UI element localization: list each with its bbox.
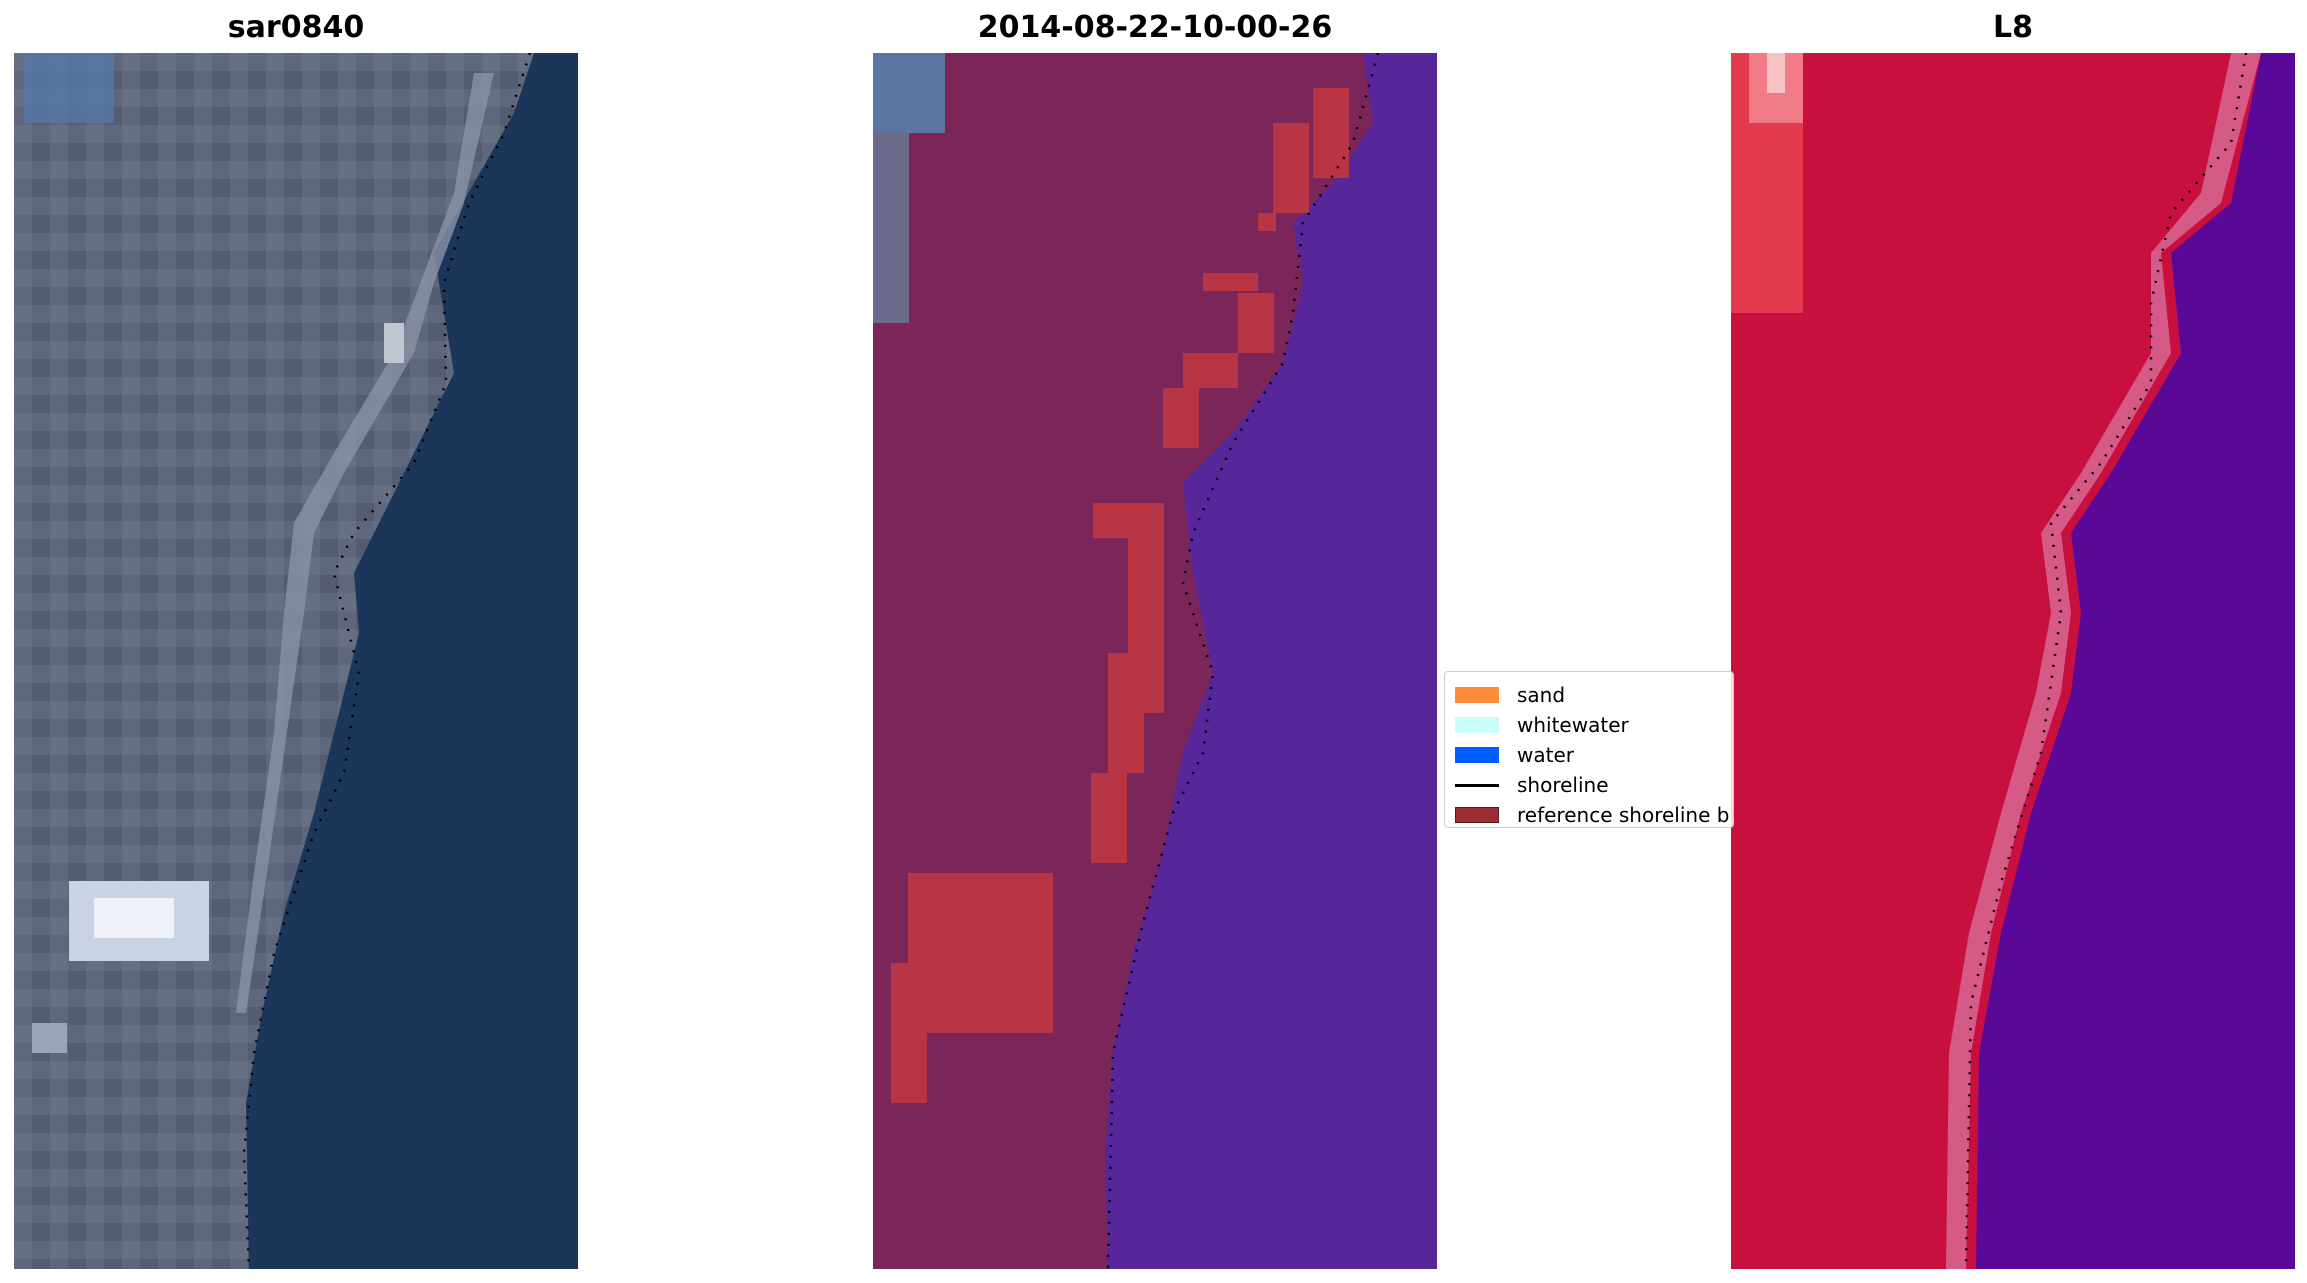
legend-swatch-sand [1455, 687, 1499, 703]
legend-swatch-reference-shoreline [1455, 807, 1499, 823]
panel-title-classified: 2014-08-22-10-00-26 [977, 10, 1333, 45]
legend-label-water: water [1517, 743, 1574, 767]
rgb-image [14, 53, 578, 1269]
panel-title-rgb: sar0840 [227, 10, 365, 45]
legend-label-sand: sand [1517, 683, 1566, 707]
legend-label-whitewater: whitewater [1517, 713, 1629, 737]
false-color-image-panel [1731, 53, 2295, 1269]
classified-image [873, 53, 1437, 1269]
legend-line-shoreline [1455, 783, 1499, 787]
legend-swatch-whitewater [1455, 717, 1499, 733]
legend-item-shoreline: shoreline [1455, 770, 1609, 800]
rgb-image-panel [14, 53, 578, 1269]
legend-item-reference-shoreline: reference shoreline b [1455, 800, 1730, 827]
panel-title-false-color: L8 [1993, 10, 2033, 45]
legend-item-water: water [1455, 740, 1574, 770]
legend-item-sand: sand [1455, 680, 1565, 710]
classified-image-panel [873, 53, 1437, 1269]
legend-item-whitewater: whitewater [1455, 710, 1629, 740]
legend: sand whitewater water shoreline referenc… [1444, 671, 1734, 828]
legend-label-shoreline: shoreline [1517, 773, 1609, 797]
legend-swatch-water [1455, 747, 1499, 763]
legend-label-reference-shoreline: reference shoreline b [1517, 803, 1730, 827]
false-color-image [1731, 53, 2295, 1269]
